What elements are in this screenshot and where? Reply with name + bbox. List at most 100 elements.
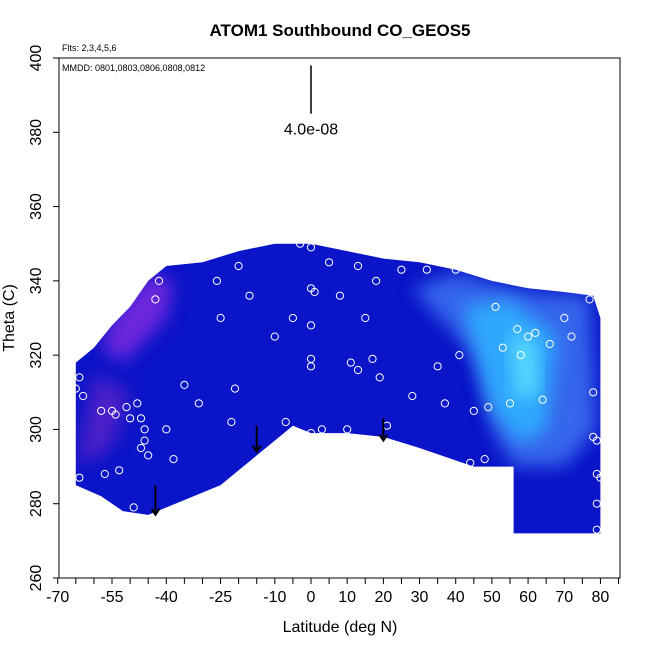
region-bright-cyan [510,332,539,400]
data-point [111,410,120,419]
data-point [115,466,124,475]
data-point [516,351,525,360]
data-point [375,373,384,382]
data-point [491,302,500,311]
plot-frame [58,57,621,579]
data-point [154,276,164,285]
x-axis: -70 -55 -40 -25 -10 0 10 20 30 40 50 60 70 80 [46,578,620,606]
data-point [151,295,160,304]
data-point [343,425,352,434]
data-point [353,261,363,271]
data-point [353,365,363,375]
data-point [451,265,460,274]
y-tick-label: 320 [28,342,45,369]
region-violet [75,373,131,467]
data-point [372,276,381,285]
scale-bar: 4.0e-08 [284,65,338,139]
data-point [296,239,305,248]
x-tick-label: -55 [100,589,123,606]
data-point [194,399,203,408]
contour-field [75,243,601,534]
data-point [310,287,319,297]
x-tick-label: 60 [519,589,537,606]
data-point [140,436,149,445]
data-point [513,325,522,334]
x-tick-label: -70 [46,589,69,606]
data-point [498,343,507,352]
data-point [408,391,417,401]
data-point [136,414,146,423]
data-point [75,473,84,482]
data-point [234,261,243,271]
data-point [169,455,178,464]
data-point [531,328,540,337]
data-point [306,429,316,438]
x-axis-label: Latitude (deg N) [283,619,398,636]
data-point [79,391,88,401]
x-tick-label: 40 [447,589,465,606]
x-tick-label: 50 [483,589,501,606]
data-point [140,425,149,434]
y-axis-label: Theta (C) [1,284,18,352]
data-point [216,313,225,323]
x-tick-label: 20 [374,589,392,606]
x-tick-label: 30 [411,589,429,606]
x-tick-label: 70 [555,589,573,606]
data-point [230,384,240,393]
data-point [480,455,489,464]
data-point [361,313,370,323]
data-point [306,243,316,252]
data-point [212,276,221,285]
data-point [592,499,601,508]
x-tick-label: 0 [307,589,316,606]
data-point [538,395,547,404]
data-point [144,451,153,460]
data-point [180,380,189,389]
data-point [560,313,569,323]
data-point [592,525,601,534]
flights-subtitle: Flts: 2,3,4,5,6 [62,43,117,53]
scale-bar-label: 4.0e-08 [284,122,338,139]
observation-points [71,239,605,534]
data-point [335,291,344,300]
data-point [97,406,106,415]
data-point [505,399,515,408]
data-point [466,458,475,467]
y-tick-label: 300 [28,416,45,443]
data-point [592,436,601,445]
x-tick-label: -10 [263,589,286,606]
data-point [368,354,377,363]
data-point [162,425,171,434]
data-point [545,339,554,349]
y-tick-label: 380 [28,119,45,146]
data-point [126,414,135,423]
data-point [440,399,449,408]
wind-arrow [378,418,389,443]
y-tick-label: 260 [28,565,45,592]
data-point [346,358,355,367]
y-tick-label: 340 [28,267,45,294]
wind-arrow [150,485,161,517]
data-point [100,469,109,479]
data-point [589,388,598,397]
data-point [524,332,533,341]
data-point [245,291,254,300]
data-point [433,362,442,371]
wind-arrow [251,425,262,454]
data-point [306,362,316,371]
data-point [585,295,594,304]
data-point [122,403,131,412]
data-point [469,406,478,415]
data-point [227,417,236,427]
data-point [75,373,84,382]
y-axis: 260 280 300 320 340 360 380 400 [28,45,59,592]
data-point [325,258,334,267]
data-point [596,473,605,482]
data-point [129,503,138,512]
data-point [133,399,142,408]
x-tick-label: 80 [592,589,610,606]
data-point [270,332,279,341]
data-point [71,384,80,393]
y-tick-label: 400 [28,45,45,72]
